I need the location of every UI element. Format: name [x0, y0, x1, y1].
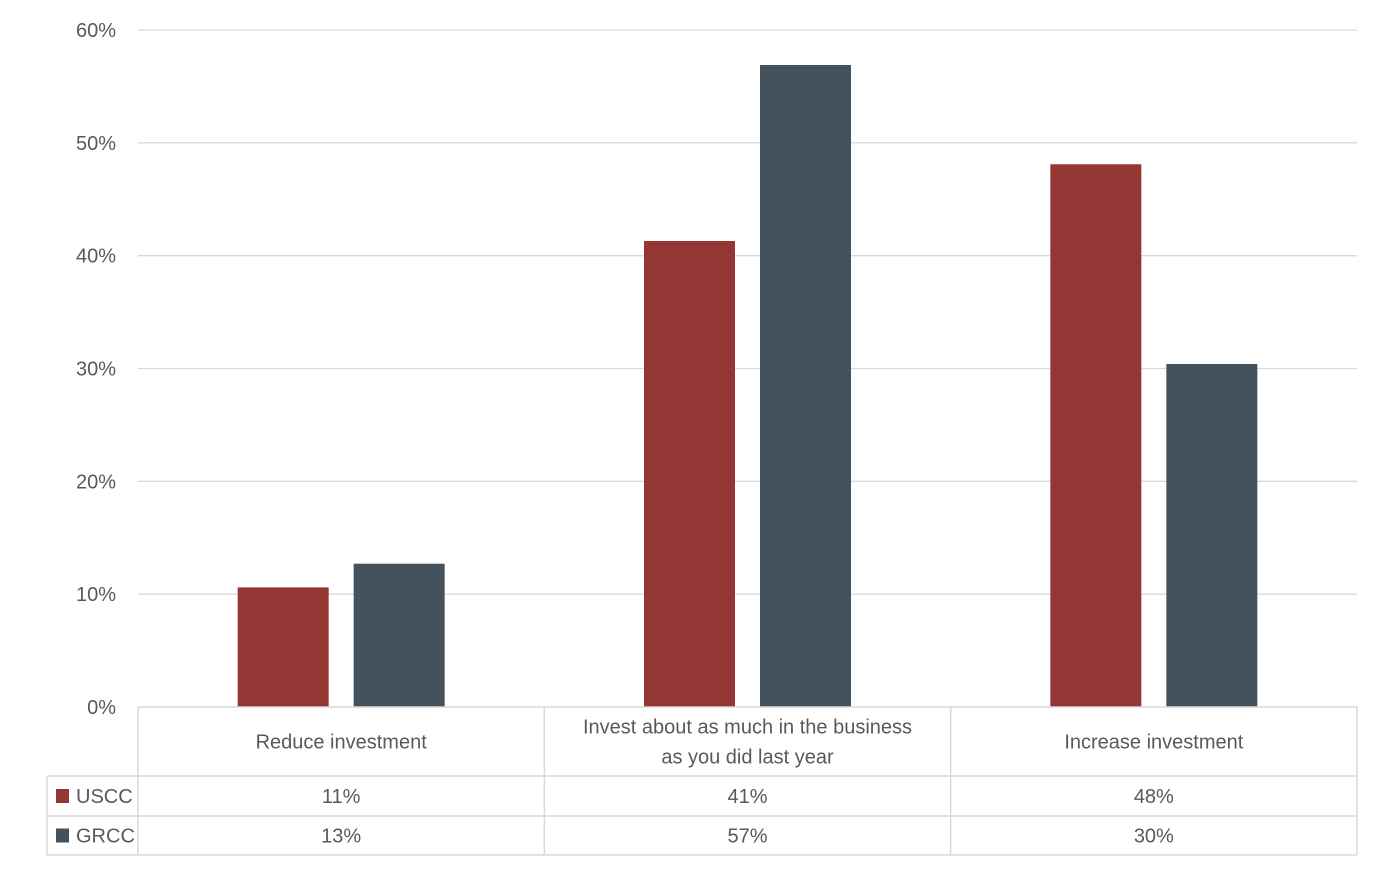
data-label-uscc: 11%	[322, 786, 361, 808]
category-label: Reduce investment	[256, 732, 428, 754]
y-tick-label: 50%	[76, 133, 116, 155]
data-table: Reduce investment Invest about as much in…	[46, 706, 1358, 856]
y-tick-label: 10%	[76, 584, 116, 606]
y-axis-ticks: 0% 10% 20% 30% 40% 50% 60%	[76, 20, 116, 719]
y-tick-label: 20%	[76, 471, 116, 493]
data-label-grcc: 57%	[727, 826, 767, 848]
data-label-uscc: 48%	[1134, 786, 1174, 808]
legend-swatch-uscc	[56, 789, 69, 803]
category-label: Invest about as much in the business	[583, 717, 912, 739]
bar-grcc-1	[760, 64, 851, 707]
category-label: as you did last year	[661, 747, 834, 769]
legend-swatch-grcc	[56, 828, 69, 843]
bar-grcc-0	[353, 563, 445, 707]
data-label-grcc: 13%	[321, 826, 361, 848]
y-tick-label: 0%	[87, 697, 116, 719]
data-label-grcc: 30%	[1134, 826, 1174, 848]
legend-label-grcc: GRCC	[76, 826, 135, 848]
bar-uscc-0	[237, 587, 329, 707]
category-label: Increase investment	[1064, 732, 1243, 754]
bar-uscc-2	[1050, 164, 1142, 707]
bar-grcc-2	[1166, 363, 1258, 707]
y-tick-label: 60%	[76, 20, 116, 42]
y-tick-label: 40%	[76, 246, 116, 268]
bar-uscc-1	[644, 240, 735, 707]
gridlines	[138, 29, 1357, 595]
data-label-uscc: 41%	[727, 786, 767, 808]
legend-label-uscc: USCC	[76, 786, 133, 808]
y-tick-label: 30%	[76, 359, 116, 381]
bars	[237, 64, 1258, 707]
